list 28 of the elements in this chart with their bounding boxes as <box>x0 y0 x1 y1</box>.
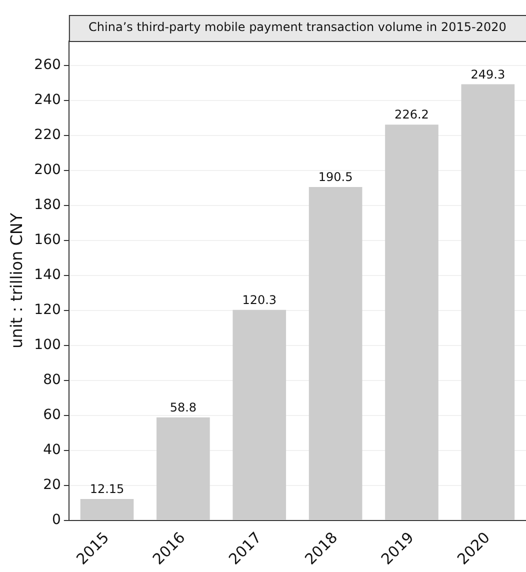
data-label: 190.5 <box>318 170 353 184</box>
y-tick-label: 80 <box>43 372 61 388</box>
data-label: 249.3 <box>470 67 506 82</box>
y-tick-label: 140 <box>34 267 61 284</box>
bar <box>308 187 362 520</box>
bar <box>80 499 134 520</box>
data-label: 120.3 <box>242 292 277 307</box>
bar <box>461 84 515 520</box>
bar <box>385 124 438 520</box>
y-tick-label: 40 <box>43 442 61 458</box>
bar <box>232 310 286 520</box>
data-label: 226.2 <box>394 108 429 122</box>
y-tick-label: 60 <box>43 406 61 423</box>
data-label: 58.8 <box>170 400 197 415</box>
y-tick-label: 0 <box>52 512 61 528</box>
y-tick-label: 20 <box>43 476 61 493</box>
chart-title: China’s third-party mobile payment transaction volume in 2015-2020 <box>88 20 506 34</box>
y-tick-label: 260 <box>34 57 61 74</box>
y-tick-label: 240 <box>34 92 61 108</box>
bar <box>156 417 210 520</box>
y-tick-label: 220 <box>34 127 61 144</box>
y-tick-label: 100 <box>34 337 61 353</box>
y-tick-label: 180 <box>34 197 61 214</box>
y-axis-title: unit：trillion CNY <box>6 212 26 348</box>
y-tick-label: 120 <box>34 302 61 318</box>
data-label: 12.15 <box>90 482 124 496</box>
y-tick-label: 160 <box>34 232 61 248</box>
y-tick-label: 200 <box>34 162 61 178</box>
